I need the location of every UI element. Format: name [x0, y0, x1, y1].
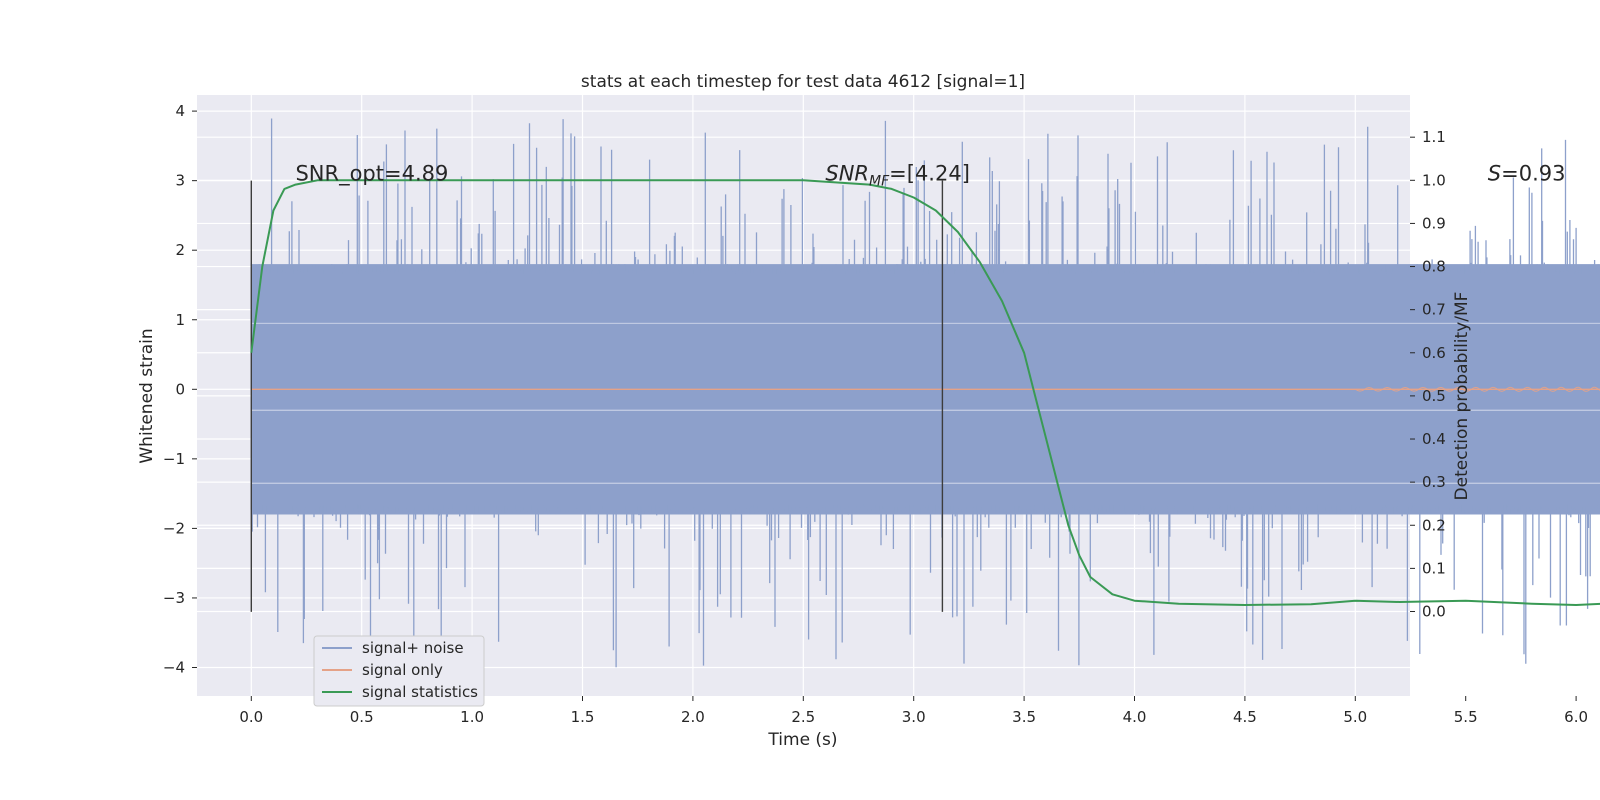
x-tick-label: 5.0: [1343, 708, 1367, 726]
y-right-tick-label: 0.2: [1422, 516, 1446, 534]
y-left-tick-label: 4: [175, 102, 185, 120]
signal-chirp: [1355, 386, 1600, 392]
x-tick-label: 5.5: [1454, 708, 1478, 726]
y-right-tick-label: 1.1: [1422, 128, 1446, 146]
y-left-tick-label: 2: [175, 241, 185, 259]
y-left-axis-label: Whitened strain: [137, 328, 157, 463]
x-tick-label: 0.0: [239, 708, 263, 726]
y-right-tick-label: 0.6: [1422, 344, 1446, 362]
y-left-axis-ticks: 4 3 2 1 0 −1 −2 −3 −4: [163, 102, 197, 677]
x-tick-label: 6.0: [1564, 708, 1588, 726]
y-right-tick-label: 1.0: [1422, 171, 1446, 189]
y-right-tick-label: 0.3: [1422, 473, 1446, 491]
series-signal-only: [251, 386, 1600, 392]
legend-entry: signal statistics: [362, 683, 478, 701]
chart-title: stats at each timestep for test data 461…: [581, 72, 1025, 92]
x-tick-label: 3.0: [902, 708, 926, 726]
x-tick-label: 1.0: [460, 708, 484, 726]
y-right-tick-label: 0.9: [1422, 214, 1446, 232]
y-left-tick-label: 3: [175, 172, 185, 190]
legend-entry: signal+ noise: [362, 639, 464, 657]
y-left-tick-label: 0: [175, 380, 185, 398]
y-right-axis-ticks: 1.1 1.0 0.9 0.8 0.7 0.6 0.5 0.4 0.3 0.2 0.1 0.0: [1410, 128, 1446, 621]
y-right-tick-label: 0.1: [1422, 559, 1446, 577]
vertical-markers: [250, 180, 944, 612]
y-left-tick-label: −1: [163, 450, 185, 468]
y-left-tick-label: −4: [163, 659, 185, 677]
annotation: S=0.93: [1488, 162, 1566, 186]
legend-box: [313, 635, 485, 707]
x-tick-label: 2.5: [791, 708, 815, 726]
legend: signal+ noise signal only signal statistic…: [313, 635, 485, 707]
annotation: SNRMF=[4.24]: [825, 162, 970, 190]
y-right-tick-label: 0.5: [1422, 387, 1446, 405]
series-signal-statistics: [250, 179, 1600, 606]
x-axis-label: Time (s): [767, 730, 837, 750]
y-left-tick-label: 1: [175, 311, 185, 329]
x-axis-ticks: 0.00.51.01.52.02.53.03.54.04.55.05.56.06…: [239, 696, 1588, 726]
y-right-axis-label: Detection probability/MF: [1452, 292, 1472, 501]
y-right-tick-label: 0.0: [1422, 603, 1446, 621]
y-right-tick-label: 0.7: [1422, 301, 1446, 319]
x-tick-label: 2.0: [681, 708, 705, 726]
y-left-tick-label: −3: [163, 589, 185, 607]
x-tick-label: 4.5: [1233, 708, 1257, 726]
stats-line: [250, 179, 1600, 606]
y-right-tick-label: 0.4: [1422, 430, 1446, 448]
legend-entry: signal only: [362, 661, 443, 679]
x-tick-label: 3.5: [1012, 708, 1036, 726]
y-right-tick-label: 0.8: [1422, 258, 1446, 276]
annotation: SNR_opt=4.89: [295, 162, 448, 187]
x-tick-label: 4.0: [1123, 708, 1147, 726]
x-tick-label: 1.5: [571, 708, 595, 726]
x-tick-label: 0.5: [350, 708, 374, 726]
y-left-tick-label: −2: [163, 519, 185, 537]
